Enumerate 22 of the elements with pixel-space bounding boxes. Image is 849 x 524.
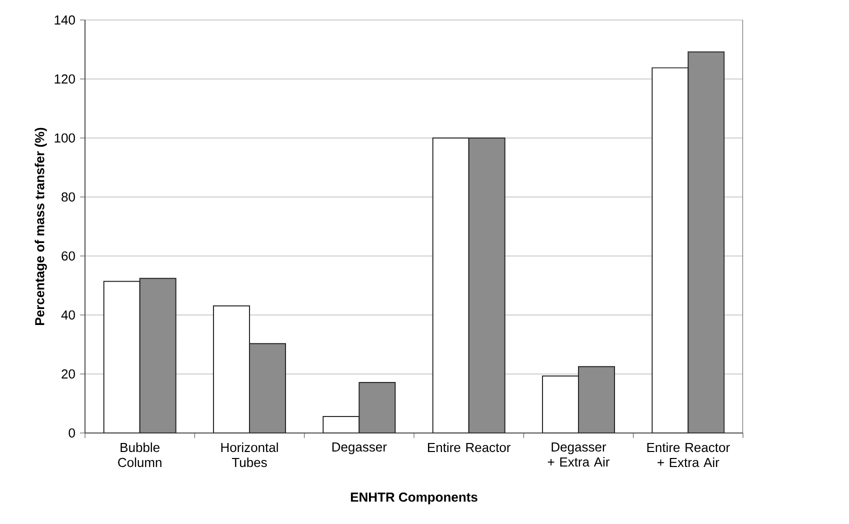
bar (468, 137, 506, 433)
y-tick-label: 100 (54, 133, 75, 143)
y-tick-label: 20 (62, 369, 75, 379)
bar (358, 382, 396, 433)
y-tick-label: 60 (62, 251, 75, 261)
y-tick-label: 40 (61, 310, 75, 320)
x-tick-label: Horizontal Tubes (221, 442, 278, 468)
x-tick-label: Entire Reactor + Extra Air (647, 442, 730, 468)
y-axis-title: Percentage of mass transfer (%) (34, 128, 47, 325)
y-tick-label: 120 (54, 74, 75, 84)
x-tick-label: Degasser (332, 442, 387, 454)
x-tick-label: Bubble Column (118, 442, 162, 468)
y-tick-label: 80 (62, 192, 75, 202)
bar (578, 366, 615, 433)
x-tick-label: Degasser + Extra Air (548, 442, 610, 467)
x-tick-label: Entire Reactor (428, 442, 511, 452)
bar (139, 278, 176, 433)
bar (688, 51, 725, 433)
y-tick-label: 0 (68, 428, 75, 438)
y-tick-label: 140 (54, 15, 75, 25)
bar (249, 343, 286, 433)
x-axis-title: ENHTR Components (350, 492, 478, 504)
